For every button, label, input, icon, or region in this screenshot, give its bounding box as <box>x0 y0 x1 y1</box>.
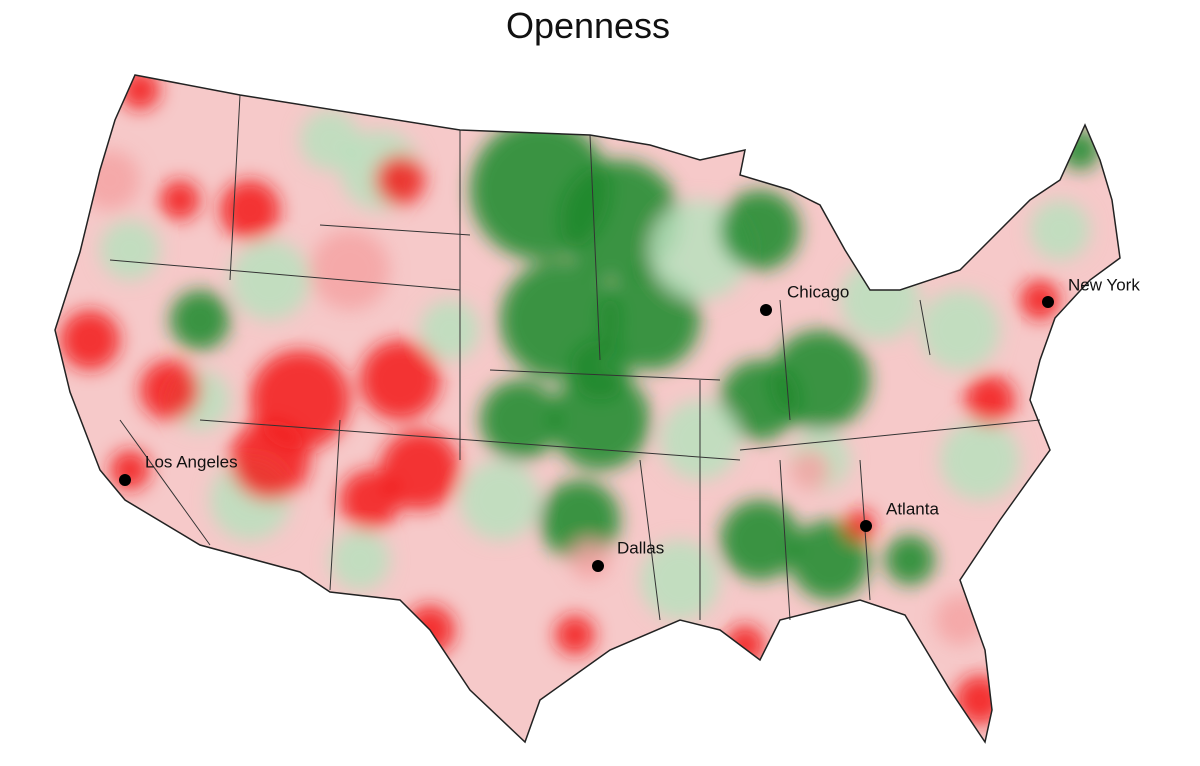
heat-blob <box>540 480 620 560</box>
heat-blob <box>300 110 360 170</box>
heat-blob <box>140 360 200 420</box>
heat-blob <box>550 370 650 470</box>
heat-blob <box>790 450 830 490</box>
heat-blob <box>570 540 610 580</box>
heat-blob <box>230 240 310 320</box>
heat-blob <box>1020 280 1060 320</box>
heat-blob <box>600 270 700 370</box>
map-title: Openness <box>506 5 670 46</box>
city-dot <box>592 560 604 572</box>
city-dot <box>860 520 872 532</box>
heat-blob <box>720 190 800 270</box>
heat-blob <box>555 615 595 655</box>
heat-blob <box>310 230 390 310</box>
heat-blob <box>955 675 1005 725</box>
heat-blob <box>160 180 200 220</box>
city-label: Los Angeles <box>145 452 238 471</box>
heat-blob <box>170 290 230 350</box>
heat-blob <box>110 450 150 490</box>
border-lines <box>109 94 1041 621</box>
cities: Los Angeles Chicago New York Dallas Atlanta <box>119 275 1140 572</box>
heat-blob <box>1030 200 1090 260</box>
heat-blob <box>720 360 800 440</box>
heat-blob <box>330 530 390 590</box>
heat-blob <box>360 340 440 420</box>
heat-blob <box>965 375 1015 425</box>
heat-blob <box>940 420 1020 500</box>
heat-blob <box>340 470 400 530</box>
city-label: Chicago <box>787 282 849 301</box>
city-label: New York <box>1068 275 1140 294</box>
heat-blob <box>480 380 560 460</box>
city-dot <box>119 474 131 486</box>
heat-blob <box>460 460 540 540</box>
heat-blob <box>845 510 875 540</box>
city-label: Dallas <box>617 538 664 557</box>
heat-blob <box>790 520 870 600</box>
state-borders <box>109 94 1041 621</box>
heat-blob <box>720 500 800 580</box>
heat-blob <box>840 260 920 340</box>
heat-blob <box>220 180 280 240</box>
city-dot <box>760 304 772 316</box>
heat-blob <box>80 150 140 210</box>
city-label: Atlanta <box>886 499 939 518</box>
heat-blob <box>230 420 310 500</box>
heat-blob <box>935 595 985 645</box>
heat-blob <box>100 220 160 280</box>
heat-blob <box>380 430 460 510</box>
city-dot <box>1042 296 1054 308</box>
heat-blob <box>420 300 480 360</box>
heat-blob <box>375 155 425 205</box>
heat-blob <box>920 290 1000 370</box>
heat-blob <box>570 340 630 400</box>
heat-blob <box>60 310 120 370</box>
heat-blobs <box>60 75 1100 725</box>
heat-blob <box>885 535 935 585</box>
